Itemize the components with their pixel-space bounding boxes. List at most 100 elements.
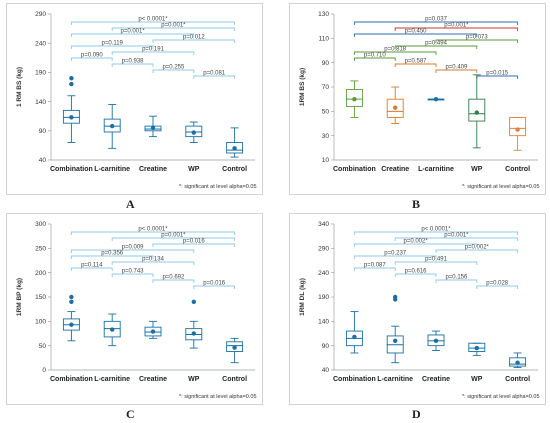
box-mean-marker (352, 96, 357, 102)
comparison-bracket (435, 69, 478, 73)
box-iqr (185, 125, 203, 138)
comparison-bracket (394, 63, 437, 67)
chart-panel-b: 10 30 50 70 90 110 130 1RM BS (kg) Combination Cr… (289, 3, 546, 195)
comparison-bracket (70, 249, 195, 253)
box-mean-marker (474, 345, 479, 351)
y-tick-label: 10 (322, 157, 330, 164)
y-tick-label: 300 (35, 221, 46, 228)
y-tick-label: 100 (35, 319, 46, 326)
y-tick-label: 190 (318, 294, 329, 301)
comparison-bracket (111, 273, 154, 277)
box-mean-marker (515, 360, 520, 365)
panel-label-a: A (126, 197, 135, 211)
y-tick-label: 130 (318, 11, 329, 18)
y-tick-label: 110 (319, 36, 330, 43)
comparison-bracket (70, 21, 236, 25)
comparison-bracket (353, 255, 437, 259)
box-mean-marker (433, 338, 439, 343)
p-value-label: p=0.938 (122, 59, 145, 65)
box-mean-marker (150, 125, 156, 131)
p-value-label: p=0.743 (122, 269, 145, 275)
chart-panel-d: 40 90 140 190 240 290 340 1RM DL (kg) Combinatio… (289, 213, 546, 405)
y-tick-label: 150 (35, 294, 46, 301)
p-value-label: p=0.015 (486, 71, 509, 77)
y-tick-label: 140 (35, 99, 46, 106)
comparison-bracket (353, 57, 396, 61)
y-tick-label: 30 (322, 133, 330, 140)
panel-label-c: C (126, 407, 135, 421)
category-label: L-carnitine (94, 166, 130, 173)
p-value-label: p=0.009 (122, 245, 145, 251)
y-tick-label: 290 (318, 246, 329, 253)
category-label: L-carnitine (377, 376, 413, 383)
p-value-label: p=0.134 (142, 257, 165, 263)
p-value-label: p=0.073 (466, 35, 489, 41)
y-tick-label: 40 (39, 157, 47, 164)
category-label: Creatine (139, 376, 167, 383)
box-mean-marker (232, 345, 237, 350)
box-iqr (103, 118, 121, 133)
p-value-label: p=0.037 (425, 17, 448, 23)
comparison-bracket (70, 33, 195, 37)
significance-note: *: significant at level alpha=0.05 (462, 184, 540, 190)
p-value-label: p=0.587 (405, 59, 428, 65)
p-value-label: p=0.001* (120, 29, 145, 35)
significance-note: *: significant at level alpha=0.05 (179, 184, 257, 190)
outlier-point (69, 299, 74, 305)
category-label: WP (188, 166, 200, 173)
p-value-label: p=0.087 (364, 263, 387, 269)
box-iqr (62, 109, 80, 124)
comparison-bracket (353, 51, 437, 55)
comparison-bracket (353, 231, 519, 235)
comparison-bracket (394, 237, 519, 241)
panel-label-b: B (412, 197, 421, 211)
comparison-bracket (435, 249, 519, 253)
box-mean-marker (191, 331, 196, 336)
p-value-label: p=0.090 (81, 53, 104, 59)
p-value-label: p=0.081 (203, 71, 226, 77)
y-tick-label: 40 (322, 367, 330, 374)
y-axis-label: 1RM DL (kg) (299, 278, 306, 316)
category-label: Control (222, 376, 247, 383)
y-tick-label: 0 (42, 367, 46, 374)
comparison-bracket (435, 39, 519, 43)
box-iqr (509, 357, 527, 367)
comparison-bracket (70, 45, 154, 49)
y-tick-label: 90 (322, 343, 330, 350)
comparison-bracket (152, 69, 195, 73)
comparison-bracket (152, 243, 236, 247)
significance-note: *: significant at level alpha=0.05 (179, 394, 257, 400)
p-value-label: p=0.119 (101, 41, 123, 47)
y-tick-label: 50 (322, 109, 330, 116)
p-value-label: p=0.692 (162, 275, 185, 281)
category-label: Combination (333, 376, 376, 383)
comparison-bracket (353, 33, 478, 37)
comparison-bracket (111, 51, 195, 55)
comparison-bracket (111, 261, 195, 265)
chart-panel-c: 0 50 100 150 200 250 300 1RM BP (kg) Combination… (6, 213, 263, 405)
p-value-label: p=0.016 (183, 239, 206, 245)
box-plot-a: 40 90 140 190 240 290 1 RM BS (kg) Combination L… (16, 11, 255, 173)
outlier-point (191, 299, 196, 305)
y-tick-label: 200 (35, 270, 46, 277)
p-value-label: p=0.001* (444, 233, 469, 239)
p-value-label: p=0.710 (364, 53, 387, 59)
y-axis-label: 1 RM BS (kg) (16, 67, 23, 107)
box-iqr (468, 98, 486, 122)
comparison-bracket (111, 237, 236, 241)
p-value-label: p=0.016 (203, 281, 226, 287)
box-iqr (226, 341, 244, 352)
y-tick-label: 250 (35, 246, 46, 253)
p-value-label: p=0.001* (161, 23, 186, 29)
box-mean-marker (150, 329, 156, 334)
y-tick-label: 50 (39, 343, 47, 350)
y-tick-label: 340 (318, 221, 329, 228)
comparison-bracket (394, 261, 478, 265)
y-tick-label: 290 (35, 11, 46, 18)
y-axis-label: 1RM BP (kg) (16, 278, 23, 316)
box-mean-marker (474, 110, 479, 115)
p-value-label: p=0.255 (162, 65, 185, 71)
chart-panel-a: 40 90 140 190 240 290 1 RM BS (kg) Combination L… (6, 3, 263, 195)
p-value-label: p=0.450 (405, 29, 428, 35)
y-axis-label: 1RM BS (kg) (299, 68, 306, 106)
